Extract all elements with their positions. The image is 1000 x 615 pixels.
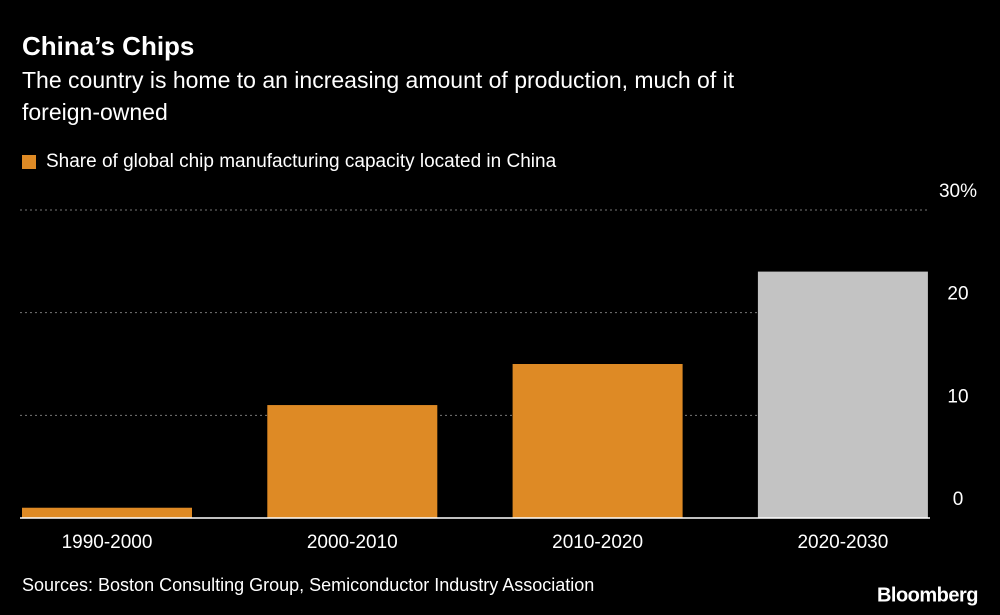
logo: Bloomberg [877, 584, 978, 606]
x-tick-label: 2010-2020 [552, 532, 643, 553]
y-tick-label: 0 [953, 489, 964, 510]
chart-title: China’s Chips [22, 31, 194, 61]
x-tick-label: 2020-2030 [797, 532, 888, 553]
x-tick-label: 2000-2010 [307, 532, 398, 553]
x-tick-label: 1990-2000 [62, 532, 153, 553]
y-tick-label: 20 [947, 284, 968, 305]
bar [267, 405, 438, 518]
y-tick-label: 30% [939, 181, 977, 202]
bar [22, 507, 192, 518]
bar [757, 271, 928, 518]
chart-subtitle: The country is home to an increasing amo… [22, 67, 735, 93]
chart-subtitle: foreign-owned [22, 99, 168, 125]
legend-label: Share of global chip manufacturing capac… [46, 151, 557, 172]
legend-swatch [22, 155, 36, 169]
bar [512, 364, 683, 518]
y-tick-label: 10 [947, 386, 968, 407]
source: Sources: Boston Consulting Group, Semico… [22, 575, 594, 595]
